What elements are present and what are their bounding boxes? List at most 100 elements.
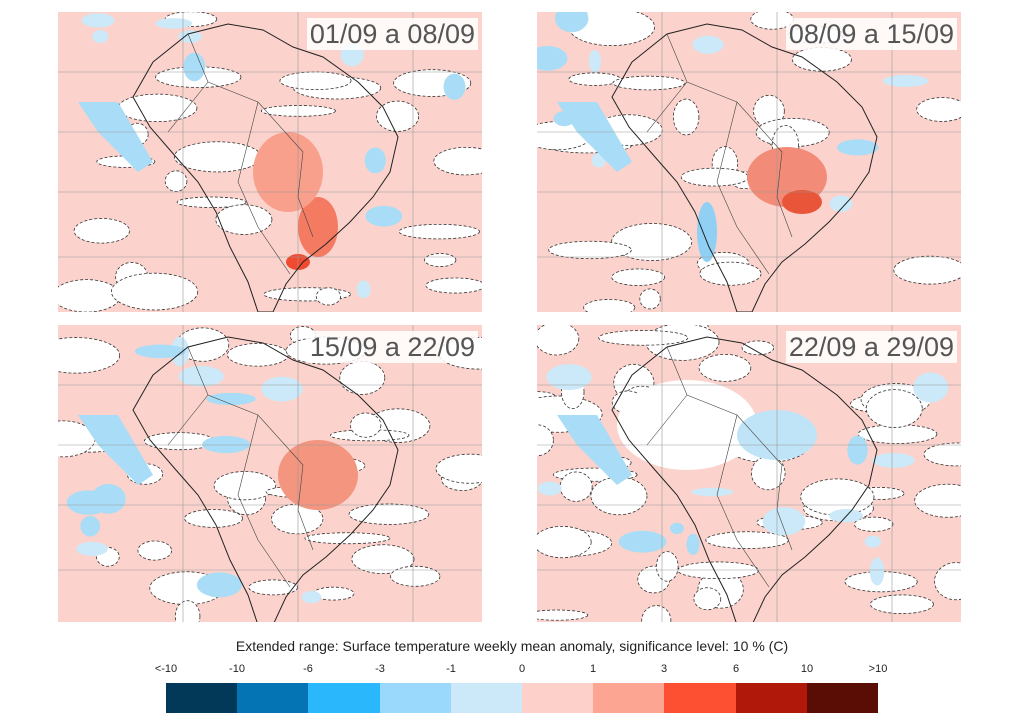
negative-anomaly-area xyxy=(81,13,115,28)
negative-anomaly-area xyxy=(364,147,386,174)
colorbar-swatch xyxy=(379,683,451,713)
insignificant-area xyxy=(537,609,589,621)
negative-anomaly-area xyxy=(202,435,251,454)
insignificant-area xyxy=(350,412,382,438)
negative-anomaly-area xyxy=(78,102,153,172)
negative-anomaly-area xyxy=(557,415,632,485)
insignificant-area xyxy=(537,325,580,356)
negative-anomaly-area xyxy=(869,557,885,586)
negative-anomaly-area xyxy=(836,139,879,156)
insignificant-area xyxy=(853,516,894,532)
negative-anomaly-area xyxy=(864,535,882,548)
insignificant-area xyxy=(583,299,636,312)
insignificant-area xyxy=(698,353,752,382)
insignificant-area xyxy=(117,93,198,123)
negative-anomaly-area xyxy=(134,344,186,359)
insignificant-area xyxy=(791,47,852,72)
negative-anomaly-area xyxy=(829,195,853,213)
colorbar-swatch xyxy=(664,683,736,713)
insignificant-area xyxy=(548,240,632,260)
insignificant-area xyxy=(641,605,672,622)
insignificant-area xyxy=(173,141,262,173)
negative-anomaly-area xyxy=(90,484,126,514)
insignificant-area xyxy=(312,586,355,601)
country-borders xyxy=(167,346,314,588)
insignificant-area xyxy=(433,146,482,176)
negative-anomaly-area xyxy=(356,280,371,299)
insignificant-area xyxy=(751,455,786,491)
country-borders xyxy=(646,33,793,275)
colorbar-tick: 0 xyxy=(518,663,526,675)
insignificant-area xyxy=(934,562,961,601)
colorbar-tick: -1 xyxy=(446,663,456,675)
colorbar xyxy=(166,683,879,713)
anomaly-core xyxy=(253,132,323,212)
negative-anomaly-area xyxy=(762,507,806,536)
anomaly-map xyxy=(58,325,482,622)
colorbar-swatch xyxy=(806,683,879,713)
coastline xyxy=(611,23,878,312)
negative-anomaly-area xyxy=(178,366,224,387)
country-borders xyxy=(167,33,314,275)
colorbar-tick: -6 xyxy=(303,663,313,675)
map-panel-week-4: 22/09 a 29/09 xyxy=(537,325,961,622)
negative-anomaly-area xyxy=(261,376,303,402)
insignificant-area xyxy=(893,255,961,285)
insignificant-area xyxy=(164,170,188,192)
colorbar-swatch xyxy=(593,683,665,713)
negative-anomaly-area xyxy=(554,12,589,33)
negative-anomaly-area xyxy=(301,590,322,604)
insignificant-area xyxy=(537,424,554,457)
colorbar-swatch xyxy=(166,683,238,713)
insignificant-area xyxy=(184,509,243,528)
anomaly-map xyxy=(537,325,961,622)
anomaly-core xyxy=(697,202,717,262)
colorbar-tick: 10 xyxy=(800,663,814,675)
negative-anomaly-area xyxy=(178,30,202,43)
insignificant-area xyxy=(174,600,201,622)
colorbar-tick: >10 xyxy=(868,663,888,675)
insignificant-area xyxy=(390,565,441,587)
negative-anomaly-area xyxy=(92,30,109,44)
colorbar-tick: 3 xyxy=(660,663,668,675)
colorbar-tick: 1 xyxy=(589,663,597,675)
insignificant-area xyxy=(111,272,199,311)
negative-anomaly-area xyxy=(76,541,108,556)
coastline xyxy=(132,336,399,622)
insignificant-area xyxy=(598,330,689,346)
insignificant-area xyxy=(914,483,961,518)
insignificant-area xyxy=(351,544,415,574)
insignificant-area xyxy=(865,389,923,428)
insignificant-area xyxy=(611,268,666,286)
insignificant-area xyxy=(639,288,661,310)
negative-anomaly-area xyxy=(588,49,601,73)
insignificant-area xyxy=(611,223,693,261)
insignificant-area xyxy=(568,72,621,86)
insignificant-area xyxy=(279,71,352,90)
insignificant-area xyxy=(215,204,273,235)
anomaly-map xyxy=(537,12,961,312)
panel-date-label: 15/09 a 22/09 xyxy=(306,331,478,363)
panel-date-label: 08/09 a 15/09 xyxy=(785,18,957,50)
negative-anomaly-area xyxy=(443,73,466,100)
colorbar-swatch xyxy=(450,683,523,713)
negative-anomaly-area xyxy=(829,508,863,523)
insignificant-area xyxy=(655,551,679,582)
insignificant-area xyxy=(537,525,592,559)
map-panel-week-2: 08/09 a 15/09 xyxy=(537,12,961,312)
colorbar-tick: <-10 xyxy=(154,663,178,675)
insignificant-area xyxy=(869,594,934,614)
map-panel-week-3: 15/09 a 22/09 xyxy=(58,325,482,622)
negative-anomaly-area xyxy=(546,364,592,390)
colorbar-swatch xyxy=(522,683,594,713)
insignificant-area xyxy=(612,75,686,91)
anomaly-core xyxy=(617,380,757,470)
insignificant-area xyxy=(376,100,420,132)
insignificant-area xyxy=(672,98,700,136)
insignificant-area xyxy=(226,342,289,367)
insignificant-area xyxy=(58,279,121,312)
negative-anomaly-area xyxy=(691,487,734,497)
insignificant-area xyxy=(137,540,172,561)
negative-anomaly-area xyxy=(872,453,915,468)
insignificant-area xyxy=(680,167,749,187)
